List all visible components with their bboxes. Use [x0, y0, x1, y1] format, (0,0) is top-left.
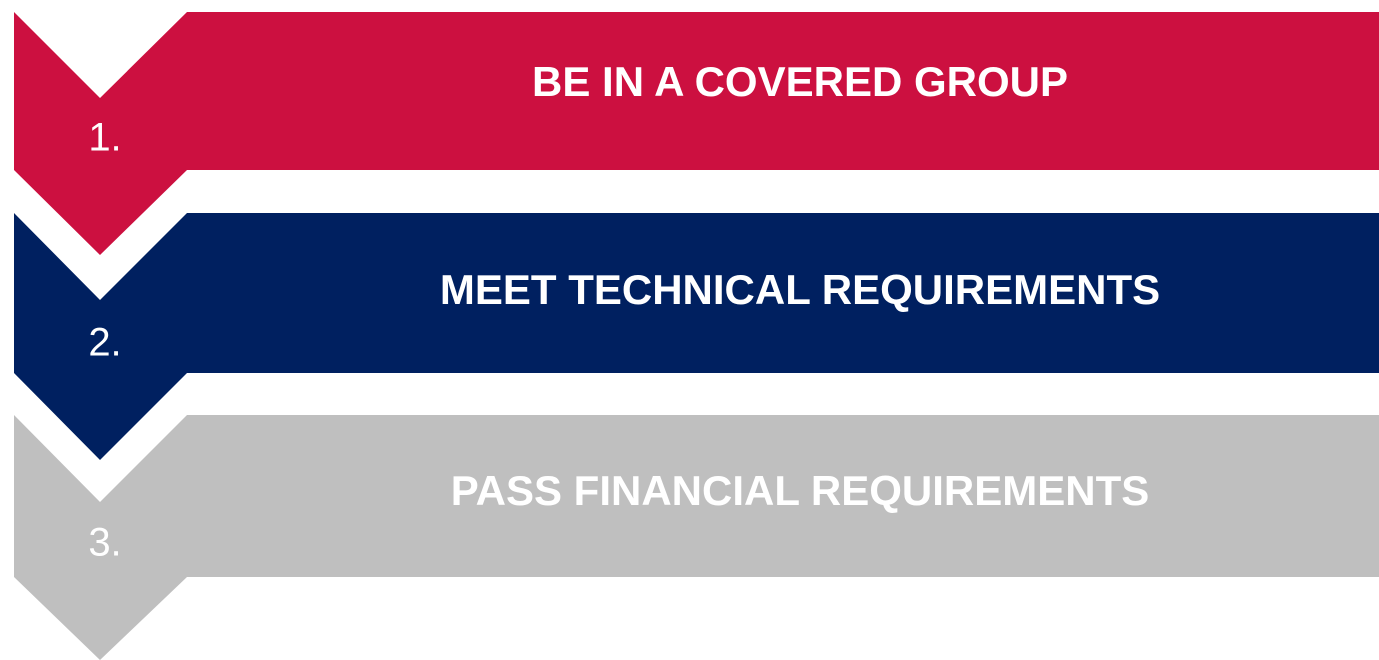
step-chevron: [14, 415, 187, 660]
step-bar: [187, 12, 1379, 170]
step-2: 2. MEET TECHNICAL REQUIREMENTS: [14, 213, 1379, 460]
step-number: 1.: [88, 116, 121, 160]
step-1: 1. BE IN A COVERED GROUP: [14, 12, 1379, 255]
step-number: 3.: [88, 521, 121, 565]
step-number: 2.: [88, 321, 121, 365]
step-bar: [187, 213, 1379, 373]
step-title: BE IN A COVERED GROUP: [532, 58, 1068, 105]
step-chevron: [14, 213, 187, 460]
step-title: PASS FINANCIAL REQUIREMENTS: [451, 467, 1150, 514]
step-bar: [187, 415, 1379, 577]
step-title: MEET TECHNICAL REQUIREMENTS: [440, 266, 1160, 313]
step-3: 3. PASS FINANCIAL REQUIREMENTS: [14, 415, 1379, 660]
step-chevron: [14, 12, 187, 255]
